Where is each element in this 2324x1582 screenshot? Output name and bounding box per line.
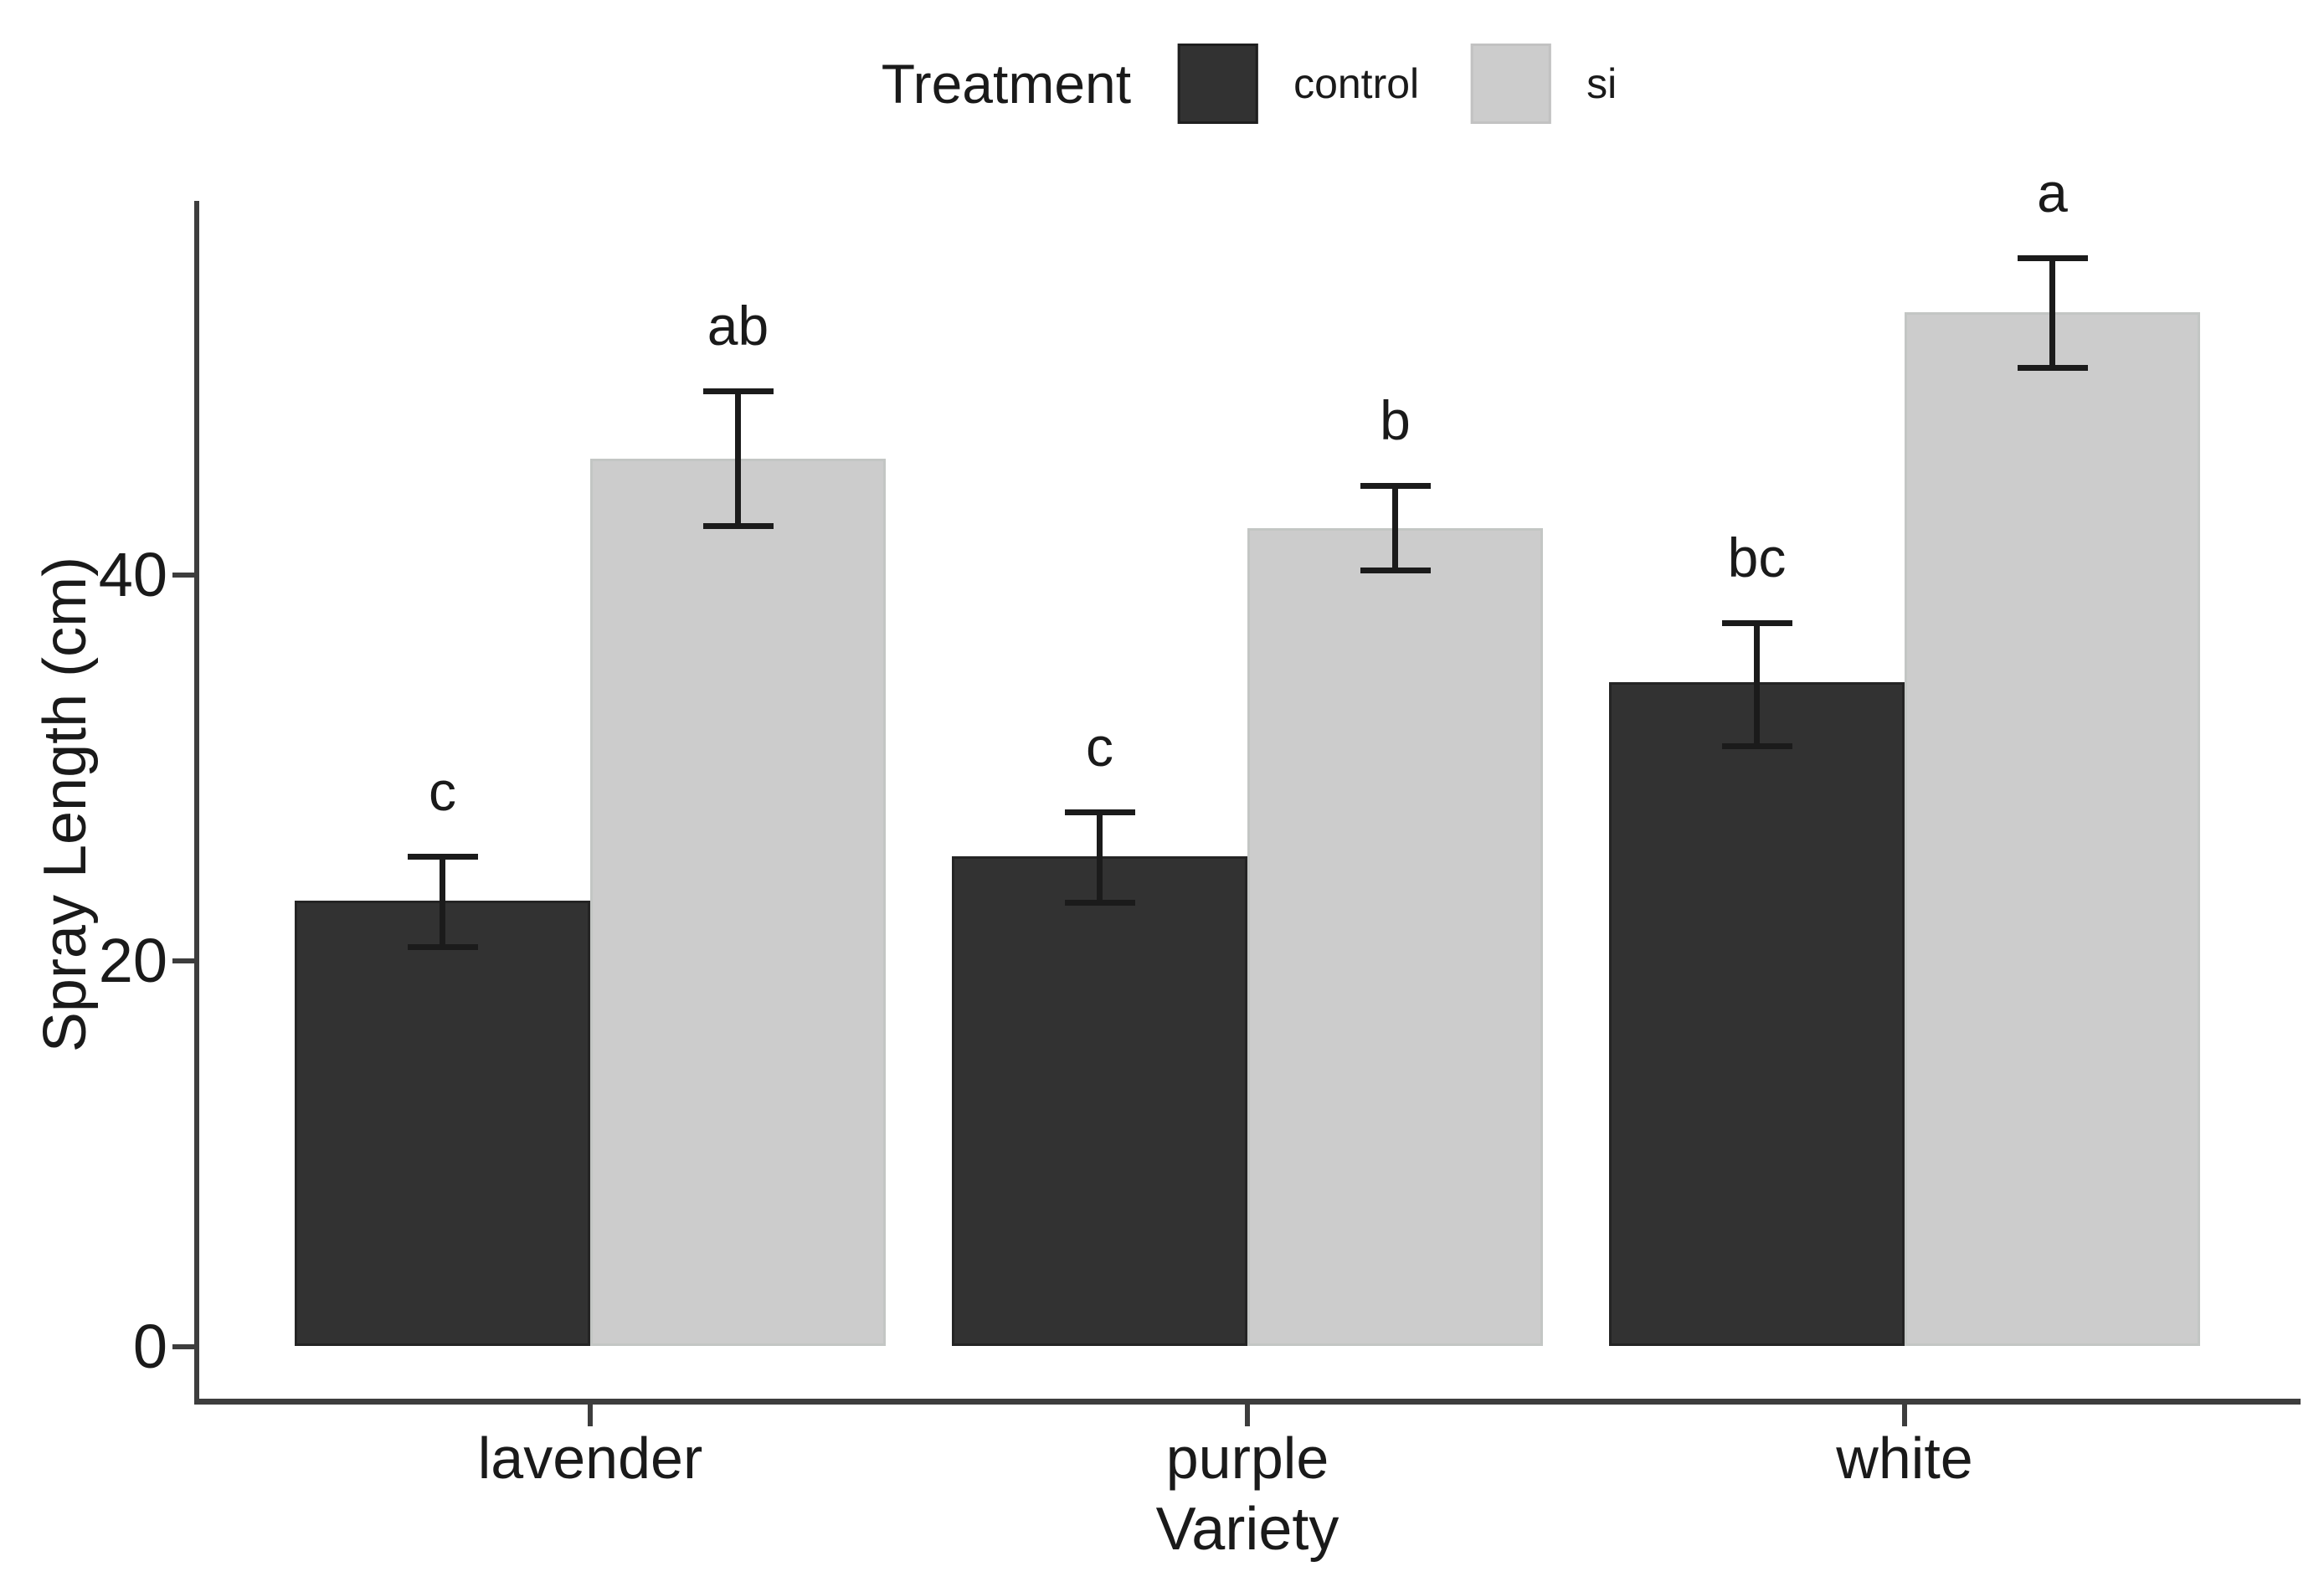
bar-lavender-control xyxy=(295,900,590,1346)
bar-lavender-si xyxy=(590,458,886,1346)
significance-letter-white-control: bc xyxy=(1727,526,1787,588)
y-tick-mark-0 xyxy=(172,1344,194,1349)
significance-letter-lavender-si: ab xyxy=(707,295,769,357)
legend-key-si-swatch xyxy=(1471,44,1552,124)
error-bar-cap-bottom-lavender-si xyxy=(702,523,774,530)
x-tick-mark-lavender xyxy=(588,1405,593,1426)
x-tick-label-white: white xyxy=(1836,1425,1973,1491)
legend-title: Treatment xyxy=(881,53,1132,115)
y-tick-mark-40 xyxy=(172,573,194,578)
x-tick-mark-white xyxy=(1902,1405,1907,1426)
bar-purple-si xyxy=(1247,527,1543,1346)
error-bar-line-white-si xyxy=(2049,257,2055,368)
chart-legend: Treatment control si xyxy=(882,44,1617,124)
error-bar-cap-top-white-si xyxy=(2017,254,2088,261)
error-bar-cap-bottom-purple-si xyxy=(1360,568,1431,574)
error-bar-cap-top-white-control xyxy=(1721,619,1792,626)
y-axis-title: Spray Length (cm) xyxy=(32,556,99,1053)
bar-purple-control xyxy=(952,855,1247,1346)
legend-key-control-swatch xyxy=(1178,44,1259,124)
y-tick-mark-20 xyxy=(172,958,194,963)
legend-item-control: control xyxy=(1178,44,1419,124)
error-bar-cap-top-lavender-si xyxy=(702,388,774,395)
legend-item-si: si xyxy=(1471,44,1617,124)
bar-white-si xyxy=(1905,311,2200,1346)
error-bar-cap-bottom-lavender-control xyxy=(407,943,478,950)
error-bar-line-white-control xyxy=(1754,622,1760,747)
significance-letter-purple-si: b xyxy=(1380,388,1411,451)
significance-letter-white-si: a xyxy=(2037,161,2068,223)
error-bar-cap-top-lavender-control xyxy=(407,853,478,860)
x-tick-label-lavender: lavender xyxy=(477,1425,703,1491)
error-bar-cap-top-purple-control xyxy=(1064,809,1135,815)
error-bar-cap-top-purple-si xyxy=(1360,482,1431,489)
x-axis-title: Variety xyxy=(1155,1496,1339,1563)
error-bar-line-lavender-si xyxy=(735,391,741,526)
y-axis-line xyxy=(194,201,199,1403)
y-tick-label-40: 40 xyxy=(98,540,167,609)
bar-white-control xyxy=(1609,682,1905,1346)
error-bar-line-lavender-control xyxy=(440,855,445,947)
error-bar-cap-bottom-purple-control xyxy=(1064,899,1135,906)
error-bar-line-purple-control xyxy=(1097,811,1103,902)
y-tick-label-0: 0 xyxy=(132,1312,167,1381)
error-bar-cap-bottom-white-control xyxy=(1721,743,1792,750)
x-tick-label-purple: purple xyxy=(1165,1425,1329,1491)
y-tick-label-20: 20 xyxy=(98,926,167,995)
significance-letter-lavender-control: c xyxy=(429,759,456,822)
legend-label-control: control xyxy=(1293,60,1420,107)
legend-label-si: si xyxy=(1586,60,1617,107)
significance-letter-purple-control: c xyxy=(1086,715,1113,778)
error-bar-line-purple-si xyxy=(1392,485,1398,571)
x-tick-mark-purple xyxy=(1245,1405,1250,1426)
x-axis-line xyxy=(194,1399,2301,1405)
error-bar-cap-bottom-white-si xyxy=(2017,365,2088,372)
